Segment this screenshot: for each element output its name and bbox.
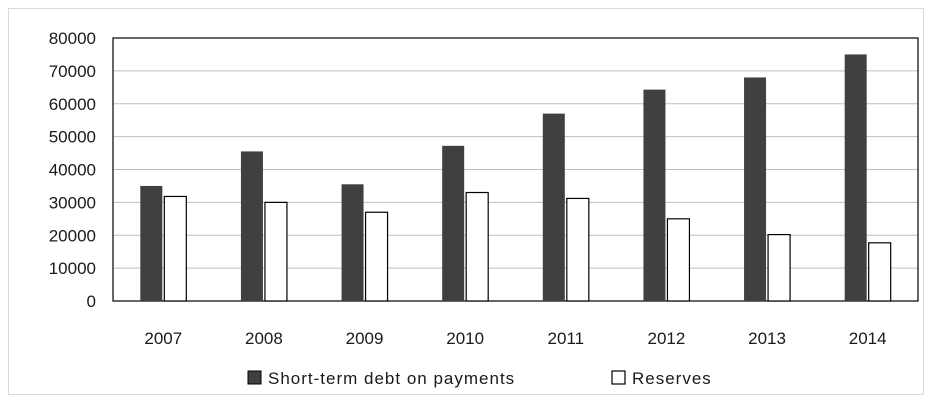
y-tick-label: 10000: [49, 259, 96, 278]
y-tick-label: 20000: [49, 226, 96, 245]
x-axis-tick-labels: 2007 2008 2009 2010 2011 2012 2013 2014: [144, 329, 886, 348]
y-tick-label: 30000: [49, 193, 96, 212]
bar-short-term-debt-2009: [341, 184, 364, 301]
bar-short-term-debt-2011: [542, 113, 565, 301]
bars: [140, 54, 892, 302]
x-tick-label: 2009: [346, 329, 384, 348]
y-tick-label: 70000: [49, 62, 96, 81]
legend-label-reserves: Reserves: [632, 369, 712, 388]
y-tick-label: 40000: [49, 161, 96, 180]
bar-reserves-2011: [566, 197, 590, 302]
x-tick-label: 2011: [548, 329, 585, 348]
x-tick-label: 2013: [748, 329, 786, 348]
x-tick-label: 2014: [849, 329, 887, 348]
bar-short-term-debt-2007: [140, 185, 163, 301]
bar-short-term-debt-2010: [442, 145, 465, 301]
x-tick-label: 2012: [648, 329, 686, 348]
y-axis-tick-labels: 0 10000 20000 30000 40000 50000 60000 70000 8000…: [49, 29, 96, 311]
y-tick-label: 50000: [49, 128, 96, 147]
bar-reserves-2009: [364, 211, 389, 302]
bar-short-term-debt-2012: [643, 89, 666, 302]
bar-reserves-2007: [163, 195, 187, 302]
bar-short-term-debt-2008: [240, 151, 263, 301]
x-tick-label: 2007: [144, 329, 182, 348]
legend: Short-term debt on payments Reserves: [247, 369, 712, 388]
x-tick-label: 2008: [245, 329, 283, 348]
legend-swatch-reserves: [611, 370, 626, 385]
y-tick-label: 60000: [49, 95, 96, 114]
legend-swatch-short-term-debt: [247, 370, 262, 385]
bar-reserves-2012: [666, 218, 691, 302]
bar-reserves-2013: [767, 233, 791, 302]
bar-short-term-debt-2014: [844, 54, 867, 301]
gridlines: [113, 70, 918, 269]
bar-reserves-2014: [868, 242, 892, 302]
legend-label-short-term-debt: Short-term debt on payments: [268, 369, 515, 388]
plot-area-border: [112, 37, 919, 302]
x-tick-label: 2010: [446, 329, 484, 348]
bar-short-term-debt-2013: [744, 77, 767, 301]
bar-reserves-2008: [264, 201, 288, 302]
bar-reserves-2010: [465, 191, 489, 302]
y-tick-label: 0: [87, 292, 96, 311]
y-tick-label: 80000: [49, 29, 96, 48]
